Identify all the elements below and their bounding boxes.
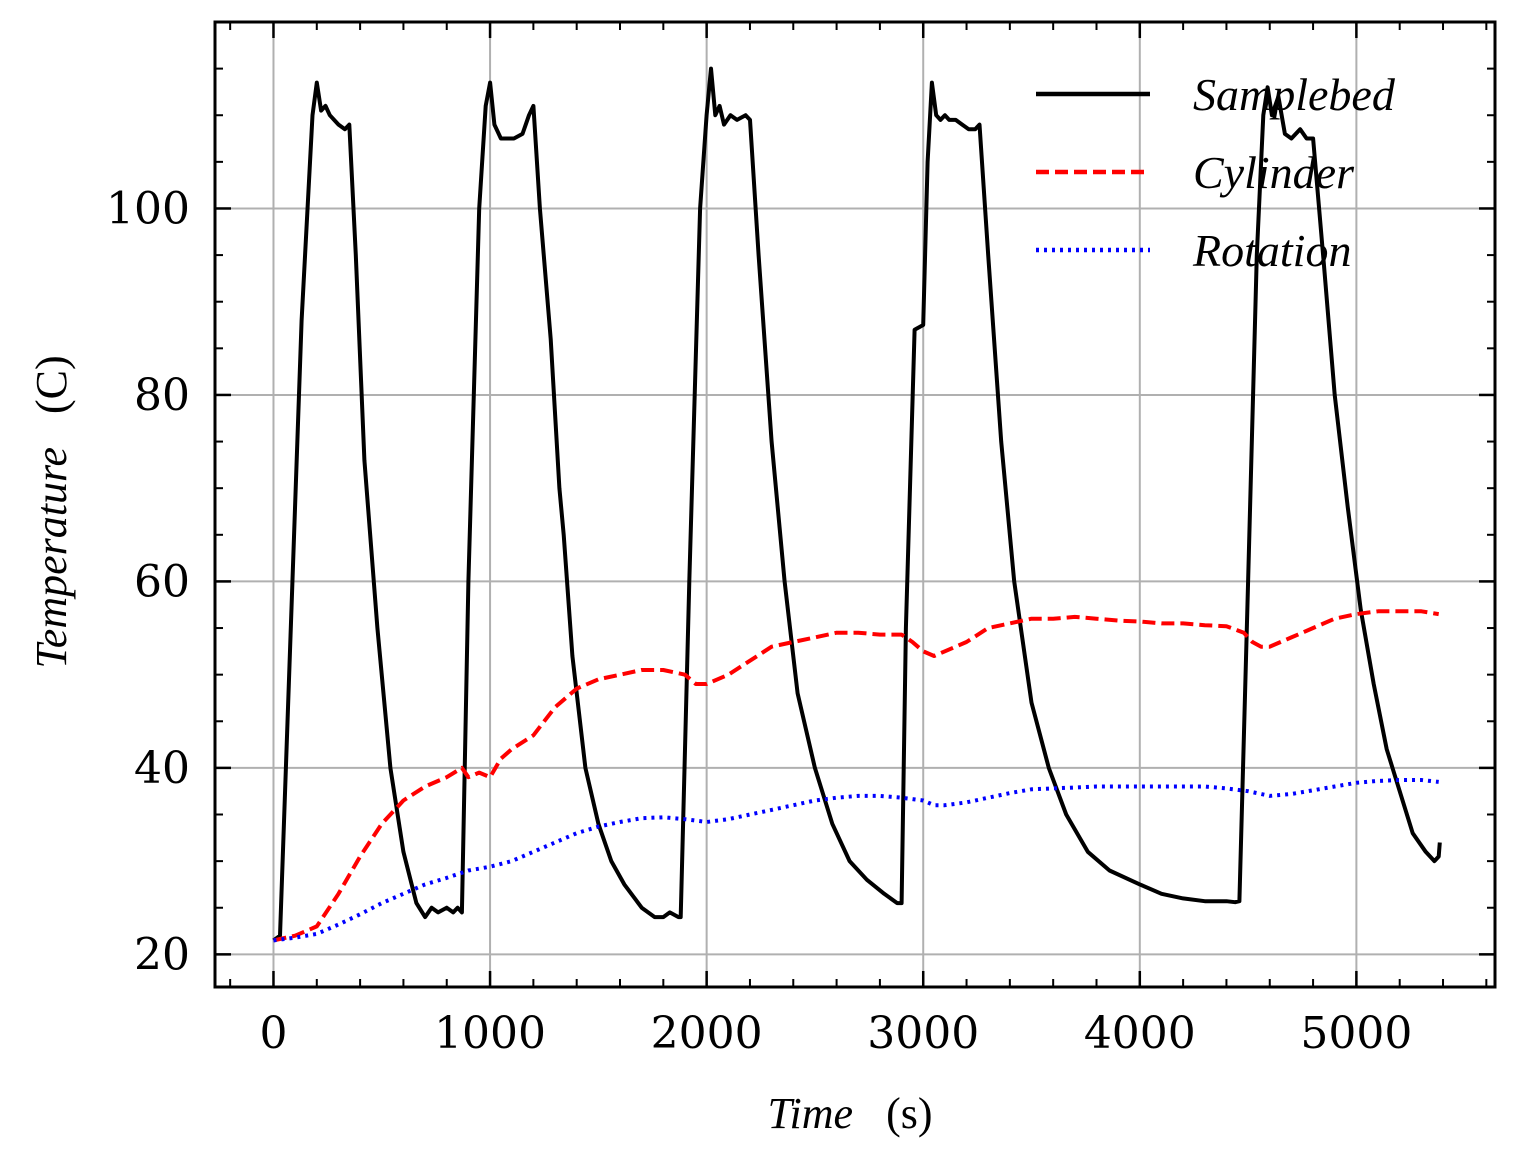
tick-labels: 0 1000 2000 3000 4000 5000 20 40 60 80 100 (106, 183, 1412, 1059)
x-tick-label: 4000 (1084, 1008, 1196, 1059)
x-tick-label: 2000 (651, 1008, 763, 1059)
y-axis-unit: (C) (27, 355, 76, 414)
y-tick-label: 60 (134, 556, 190, 607)
series-line-rotation (273, 778, 1439, 943)
tick-marks (215, 22, 1495, 987)
x-tick-label: 3000 (867, 1008, 979, 1059)
plot-frame (213, 20, 1497, 989)
grid-lines (215, 22, 1495, 987)
series-line-samplebed (272, 66, 1442, 943)
y-tick-label: 20 (134, 929, 190, 980)
legend: Samplebed Cylinder Rotation (1036, 69, 1396, 276)
x-tick-label: 0 (259, 1008, 287, 1059)
x-tick-label: 1000 (434, 1008, 546, 1059)
y-tick-label: 40 (134, 743, 190, 794)
y-axis-label: Temperature (C) (27, 355, 76, 668)
y-tick-label: 80 (134, 370, 190, 421)
x-axis-unit: (s) (886, 1089, 932, 1138)
y-axis-name: Temperature (27, 447, 76, 669)
series-group (272, 66, 1442, 943)
x-axis-name: Time (767, 1089, 853, 1138)
legend-label-cylinder: Cylinder (1193, 147, 1355, 198)
series-line-cylinder (273, 609, 1440, 943)
y-tick-label: 100 (106, 183, 190, 234)
x-axis-label: Time (s) (767, 1089, 932, 1138)
legend-label-rotation: Rotation (1192, 225, 1351, 276)
legend-label-samplebed: Samplebed (1193, 69, 1396, 120)
x-tick-label: 5000 (1300, 1008, 1412, 1059)
